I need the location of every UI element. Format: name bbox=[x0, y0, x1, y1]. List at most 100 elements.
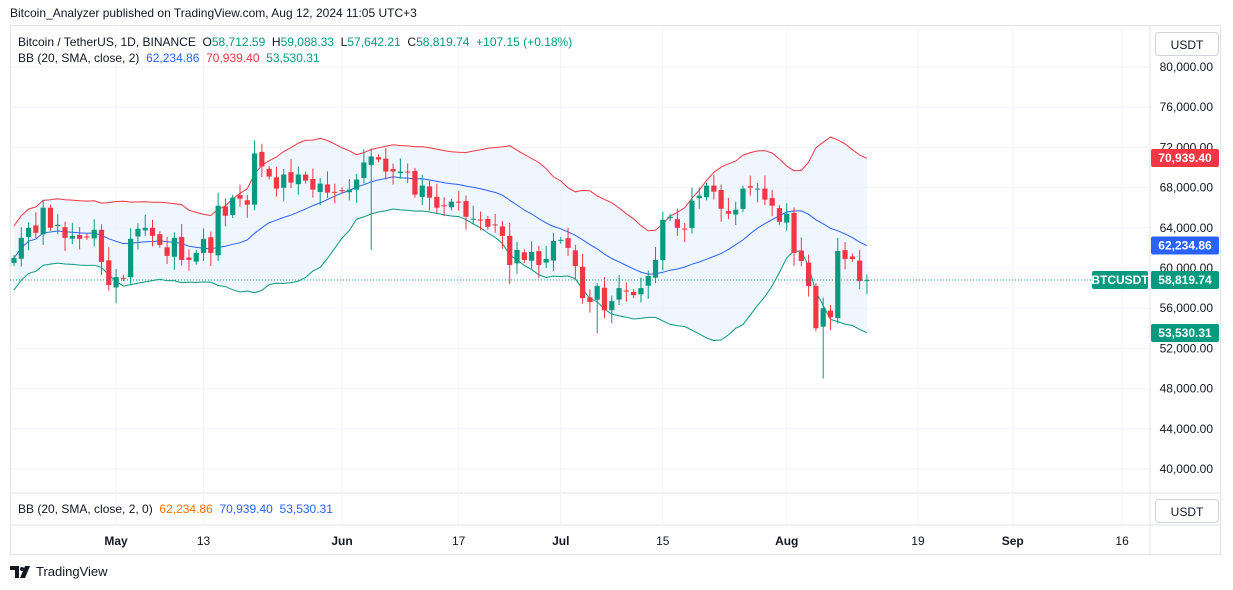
candle-body bbox=[339, 190, 345, 192]
candle-body bbox=[324, 184, 331, 193]
candle-body bbox=[528, 251, 535, 261]
candle-body bbox=[798, 250, 804, 261]
last-price-label: 58,819.74 bbox=[1158, 273, 1212, 287]
candle-body bbox=[346, 189, 352, 193]
candle-body bbox=[740, 188, 746, 209]
candle-body bbox=[806, 262, 812, 287]
change-value: +107.15 (+0.18%) bbox=[476, 35, 573, 49]
candle-body bbox=[696, 195, 702, 199]
candle-body bbox=[310, 178, 316, 190]
bb-lower-value: 53,530.31 bbox=[266, 51, 320, 65]
candle-body bbox=[120, 277, 126, 279]
candle-body bbox=[485, 218, 491, 227]
candle-body bbox=[754, 188, 761, 190]
x-tick-label: 15 bbox=[656, 534, 670, 548]
x-tick-label: Jun bbox=[331, 534, 352, 548]
lower-v3: 53,530.31 bbox=[279, 502, 333, 516]
candle-body bbox=[499, 226, 506, 236]
candle-body bbox=[616, 288, 622, 300]
candle-body bbox=[456, 201, 462, 203]
candle-body bbox=[128, 238, 134, 278]
candle-body bbox=[354, 179, 360, 190]
bb-fill bbox=[14, 137, 867, 341]
x-tick-label: 17 bbox=[452, 534, 466, 548]
candle-body bbox=[784, 213, 790, 223]
candle-body bbox=[361, 162, 367, 178]
candle-body bbox=[594, 286, 600, 300]
candle-body bbox=[623, 290, 629, 292]
candle-body bbox=[18, 237, 24, 259]
candle-body bbox=[281, 174, 287, 188]
candle-body bbox=[84, 236, 90, 238]
candle-body bbox=[857, 260, 863, 282]
candle-body bbox=[682, 228, 688, 230]
candle-body bbox=[69, 235, 75, 239]
candle-body bbox=[288, 172, 294, 183]
y-tick-label: 52,000.00 bbox=[1160, 341, 1214, 355]
candle-body bbox=[580, 266, 586, 299]
candle-body bbox=[536, 251, 542, 265]
open-value: 58,712.59 bbox=[211, 35, 266, 49]
lower-pane-legend: BB (20, SMA, close, 2, 0) 62,234.86 70,9… bbox=[18, 502, 333, 516]
bb-upper-label-bg bbox=[1151, 149, 1219, 168]
candle-body bbox=[98, 229, 105, 262]
candle-body bbox=[514, 249, 520, 264]
candle-body bbox=[492, 224, 498, 226]
candle-body bbox=[645, 276, 651, 286]
bb-basis-line bbox=[13, 176, 868, 275]
symbol-title[interactable]: Bitcoin / TetherUS, 1D, BINANCE bbox=[18, 35, 196, 49]
bb-label[interactable]: BB (20, SMA, close, 2) bbox=[18, 51, 140, 65]
tradingview-logo[interactable]: TradingView bbox=[10, 564, 108, 579]
candle-body bbox=[718, 190, 724, 209]
candle-body bbox=[142, 227, 148, 231]
candle-body bbox=[813, 286, 819, 329]
candle-body bbox=[55, 224, 61, 227]
bb-legend: BB (20, SMA, close, 2) 62,234.86 70,939.… bbox=[18, 51, 320, 65]
candle-body bbox=[397, 171, 403, 174]
candle-body bbox=[667, 216, 673, 219]
open-label: O bbox=[202, 35, 212, 49]
candle-body bbox=[164, 247, 170, 256]
candle-body bbox=[149, 227, 156, 236]
candle-body bbox=[375, 157, 382, 160]
candle-body bbox=[317, 183, 323, 193]
lower-currency-button[interactable]: USDT bbox=[1155, 499, 1219, 523]
candle-body bbox=[383, 158, 389, 172]
lower-bb-label[interactable]: BB (20, SMA, close, 2, 0) bbox=[18, 502, 153, 516]
candle-body bbox=[631, 291, 637, 296]
x-tick-label: 16 bbox=[1115, 534, 1129, 548]
candle-body bbox=[689, 200, 695, 229]
candle-body bbox=[426, 186, 433, 198]
close-label: C bbox=[407, 35, 417, 49]
candle-body bbox=[733, 209, 739, 215]
candle-body bbox=[434, 196, 440, 208]
candle-body bbox=[303, 174, 309, 181]
bb-lower-line bbox=[13, 208, 868, 342]
candle-body bbox=[62, 227, 68, 238]
bb-lower-label-bg bbox=[1151, 324, 1219, 343]
candle-body bbox=[157, 234, 163, 245]
candle-body bbox=[200, 238, 207, 253]
candle-body bbox=[419, 185, 425, 198]
candle-body bbox=[368, 156, 374, 165]
candle-body bbox=[638, 288, 644, 295]
candle-body bbox=[550, 240, 557, 261]
candle-body bbox=[463, 201, 469, 217]
candle-body bbox=[273, 177, 280, 189]
candle-body bbox=[521, 252, 527, 260]
y-tick-label: 76,000.00 bbox=[1160, 100, 1214, 114]
candle-body bbox=[587, 297, 593, 303]
y-tick-label: 56,000.00 bbox=[1160, 301, 1214, 315]
chart-frame bbox=[10, 25, 1221, 555]
currency-button[interactable]: USDT bbox=[1155, 32, 1219, 56]
candle-body bbox=[179, 237, 185, 260]
x-tick-label: Jul bbox=[552, 534, 569, 548]
y-tick-label: 44,000.00 bbox=[1160, 422, 1214, 436]
candle-body bbox=[652, 259, 659, 278]
bb-basis-label: 62,234.86 bbox=[1158, 239, 1212, 253]
low-label: L bbox=[340, 35, 348, 49]
published-line: Bitcoin_Analyzer published on TradingVie… bbox=[10, 6, 417, 20]
candle-body bbox=[835, 250, 841, 319]
x-tick-label: May bbox=[104, 534, 128, 548]
